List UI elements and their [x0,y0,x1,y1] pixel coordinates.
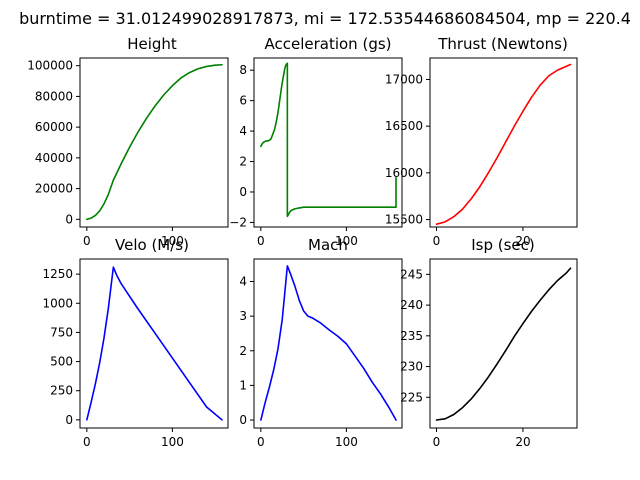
axes-frame [79,258,229,429]
y-tick-label: 16500 [385,119,423,133]
y-tick-label: 0 [65,212,73,226]
y-tick-label: 20000 [35,182,73,196]
x-tick-label: 20 [515,435,530,449]
y-tick-label: 8 [239,63,247,77]
y-tick-label: 60000 [35,120,73,134]
y-tick-label: 750 [50,325,73,339]
y-tick-label: 1 [239,378,247,392]
panel-mach: 0 100 0 1 2 3 4 Mach [239,236,403,449]
axes-frame [253,258,403,429]
x-tick-label: 0 [257,234,265,248]
panel-title: Height [127,35,177,53]
axes-frame [253,57,403,228]
x-tick-label: 0 [83,234,91,248]
axes-frame [429,57,578,228]
y-tick-label: 3 [239,309,247,323]
y-tick-label: 230 [400,360,423,374]
y-tick-label: 15500 [385,213,423,227]
series-line [435,267,572,421]
y-tick-label: −2 [229,215,247,229]
panel-thrust: 0 20 15500 16000 16500 17000 Thrust (Newtons) [385,35,578,248]
y-tick-label: 4 [239,124,247,138]
y-tick-label: 500 [50,355,73,369]
y-tick-label: 250 [50,384,73,398]
y-tick-label: 245 [400,267,423,281]
series-line [86,63,223,221]
axes-frame [429,258,578,429]
x-tick-label: 0 [257,435,265,449]
axes-frame [79,57,229,228]
panel-title: Thrust (Newtons) [437,35,568,53]
y-tick-label: 2 [239,155,247,169]
y-tick-label: 6 [239,94,247,108]
panel-title: Isp (sec) [471,236,535,254]
panel-acceleration: 0 100 −2 0 2 4 6 8 Acceleration (gs) [229,35,403,248]
y-tick-label: 0 [239,185,247,199]
panel-height: 0 100 0 20000 40000 60000 80000 100000 Height [27,35,229,248]
y-tick-label: 4 [239,275,247,289]
y-tick-label: 16000 [385,166,423,180]
panel-isp: 0 20 225 230 235 240 245 Isp (sec) [400,236,578,449]
panel-title: Acceleration (gs) [264,35,391,53]
y-tick-label: 225 [400,390,423,404]
x-tick-label: 0 [83,435,91,449]
panel-title: Mach [308,236,348,254]
x-tick-label: 0 [433,234,441,248]
y-tick-label: 2 [239,344,247,358]
y-tick-label: 0 [65,413,73,427]
y-tick-label: 1250 [42,267,73,281]
y-tick-label: 100000 [27,59,73,73]
series-line [260,265,397,421]
series-line [86,266,223,421]
y-tick-label: 80000 [35,89,73,103]
x-tick-label: 100 [335,234,358,248]
x-tick-label: 20 [515,234,530,248]
panel-title: Velo (M/s) [115,236,189,254]
y-tick-label: 0 [239,413,247,427]
figure-title: burntime = 31.012499028917873, mi = 172.… [19,9,631,28]
series-line [260,62,397,218]
x-tick-label: 100 [161,234,184,248]
x-tick-label: 0 [433,435,441,449]
y-tick-label: 240 [400,298,423,312]
x-tick-label: 100 [161,435,184,449]
y-tick-label: 17000 [385,72,423,86]
y-tick-label: 40000 [35,151,73,165]
y-tick-label: 1000 [42,296,73,310]
series-line [435,63,572,225]
y-tick-label: 235 [400,329,423,343]
x-tick-label: 100 [335,435,358,449]
